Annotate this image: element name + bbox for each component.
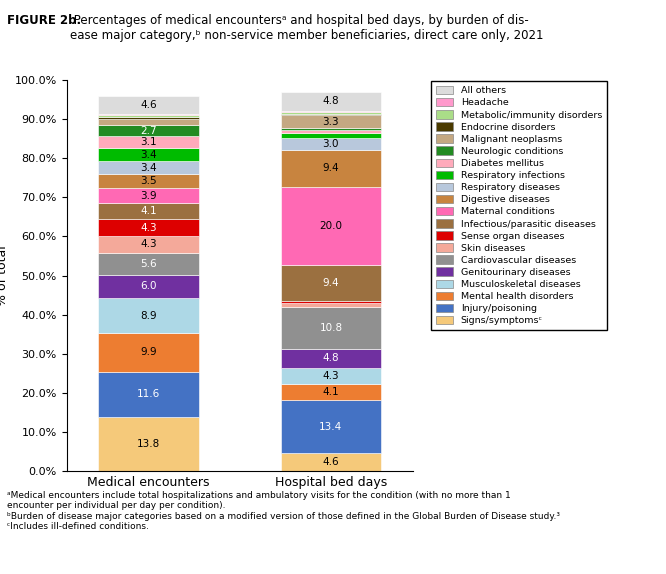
Bar (281, 307, 381, 349)
Bar (99, 188, 198, 203)
Bar (99, 236, 198, 253)
Bar (99, 125, 198, 136)
Bar (281, 453, 381, 471)
Text: 13.4: 13.4 (319, 421, 342, 432)
Text: 9.4: 9.4 (322, 278, 339, 288)
Bar (281, 150, 381, 187)
Text: 13.8: 13.8 (137, 439, 161, 449)
Bar (281, 138, 381, 150)
Bar (281, 349, 381, 367)
Bar (99, 298, 198, 333)
Bar (281, 130, 381, 133)
Text: 2.7: 2.7 (141, 126, 157, 135)
Text: 4.3: 4.3 (141, 223, 157, 232)
Bar (99, 115, 198, 117)
Bar (281, 133, 381, 138)
Text: 6.0: 6.0 (141, 281, 157, 292)
Bar (281, 401, 381, 453)
Text: 3.4: 3.4 (141, 149, 157, 160)
Y-axis label: % of total: % of total (0, 245, 9, 306)
Text: Percentages of medical encountersᵃ and hospital bed days, by burden of dis-
ease: Percentages of medical encountersᵃ and h… (70, 14, 543, 42)
Text: 4.1: 4.1 (322, 387, 339, 397)
Bar (99, 161, 198, 174)
Text: 20.0: 20.0 (320, 220, 342, 231)
Legend: All others, Headache, Metabolic/immunity disorders, Endocrine disorders, Maligna: All others, Headache, Metabolic/immunity… (432, 81, 607, 330)
Bar (99, 96, 198, 114)
Bar (281, 367, 381, 385)
Bar (99, 117, 198, 119)
Text: ᵃMedical encounters include total hospitalizations and ambulatory visits for the: ᵃMedical encounters include total hospit… (7, 491, 559, 531)
Bar (281, 265, 381, 301)
Text: 4.3: 4.3 (322, 371, 339, 381)
Bar (281, 301, 381, 303)
Bar (281, 128, 381, 130)
Text: 4.8: 4.8 (322, 353, 339, 363)
Bar (99, 275, 198, 298)
Text: 11.6: 11.6 (137, 389, 161, 399)
Bar (281, 115, 381, 128)
Bar (99, 333, 198, 371)
Bar (99, 371, 198, 417)
Bar (99, 417, 198, 471)
Bar (281, 187, 381, 265)
Bar (99, 253, 198, 275)
Text: 4.8: 4.8 (322, 96, 339, 106)
Text: 3.3: 3.3 (322, 117, 339, 126)
Bar (281, 111, 381, 113)
Text: 9.4: 9.4 (322, 163, 339, 173)
Text: 3.9: 3.9 (141, 191, 157, 201)
Text: 3.1: 3.1 (141, 137, 157, 147)
Text: 5.6: 5.6 (141, 259, 157, 269)
Text: 3.5: 3.5 (141, 176, 157, 186)
Text: 10.8: 10.8 (319, 323, 342, 333)
Bar (99, 136, 198, 148)
Bar (281, 92, 381, 111)
Bar (99, 219, 198, 236)
Text: 4.6: 4.6 (322, 457, 339, 467)
Text: 3.0: 3.0 (322, 139, 339, 149)
Text: 4.6: 4.6 (141, 99, 157, 110)
Text: 3.4: 3.4 (141, 163, 157, 173)
Bar (99, 119, 198, 125)
Bar (281, 303, 381, 307)
Bar (99, 114, 198, 115)
Text: 4.1: 4.1 (141, 206, 157, 216)
Bar (99, 174, 198, 188)
Bar (99, 203, 198, 219)
Bar (281, 113, 381, 114)
Text: 4.3: 4.3 (141, 239, 157, 250)
Bar (281, 385, 381, 401)
Bar (99, 148, 198, 161)
Text: 9.9: 9.9 (141, 347, 157, 357)
Bar (281, 114, 381, 115)
Text: FIGURE 2b.: FIGURE 2b. (7, 14, 81, 28)
Text: 8.9: 8.9 (141, 311, 157, 320)
